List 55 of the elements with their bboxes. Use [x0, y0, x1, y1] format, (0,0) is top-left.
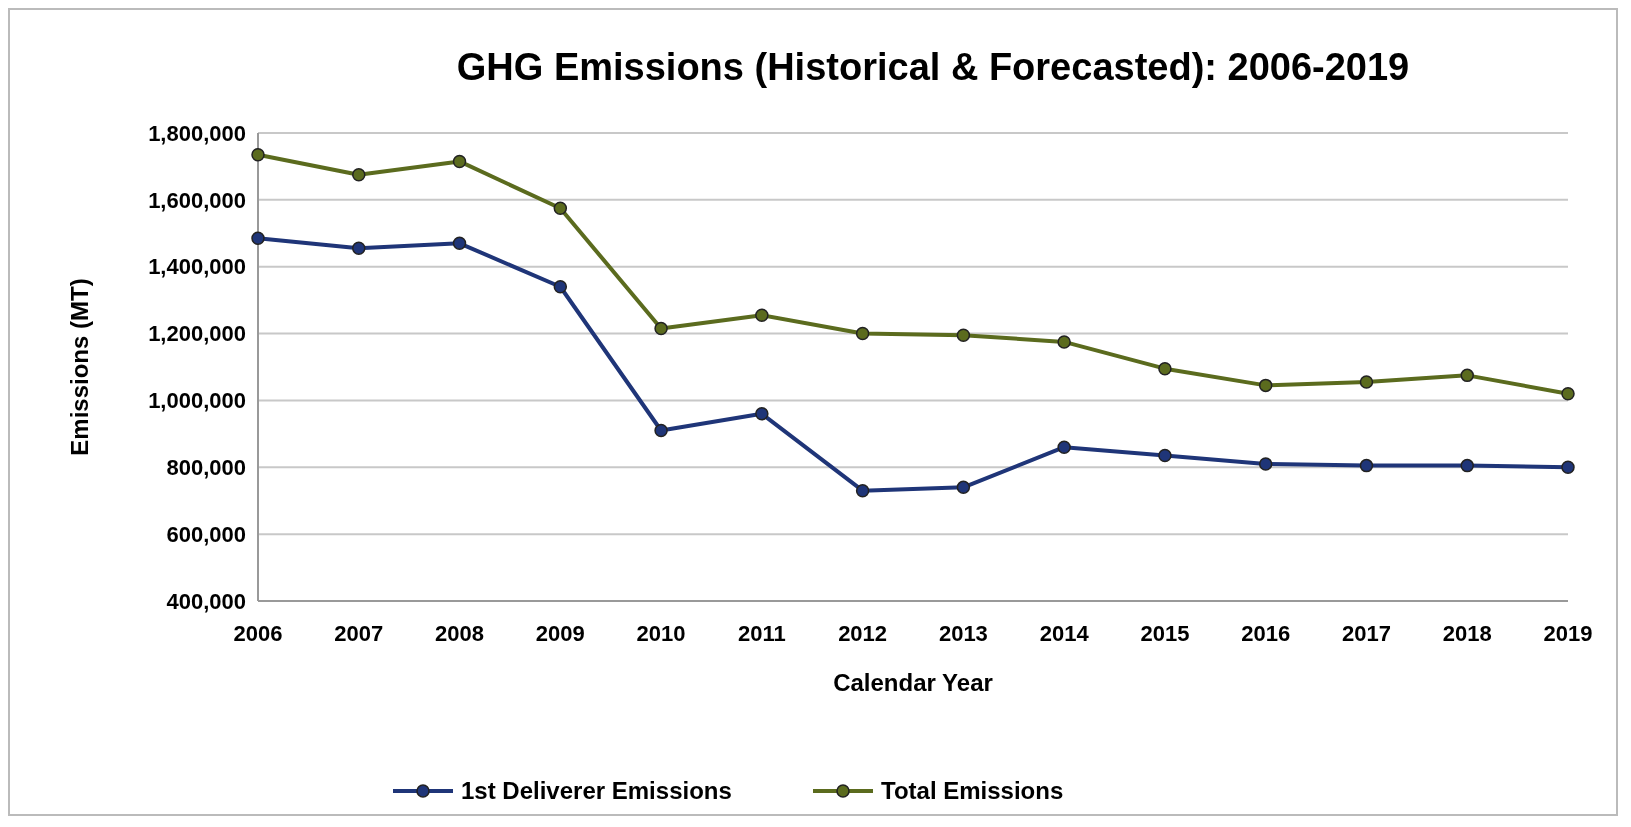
- point: [352, 241, 366, 256]
- point: [654, 423, 668, 438]
- y-tick-label: 1,000,000: [148, 388, 246, 414]
- point: [1258, 457, 1273, 471]
- x-tick-label: 2008: [435, 621, 485, 646]
- x-tick-label: 2013: [938, 621, 988, 646]
- x-tick-label: 2007: [334, 621, 384, 646]
- y-axis-title: Emissions (MT): [66, 278, 93, 456]
- point: [1258, 378, 1273, 393]
- y-tick-label: 1,800,000: [148, 120, 246, 146]
- point: [553, 201, 568, 215]
- point: [1057, 440, 1071, 454]
- legend-label: 1st Deliverer Emissions: [461, 777, 732, 805]
- point: [956, 480, 971, 495]
- point: [855, 326, 870, 341]
- point: [1057, 335, 1071, 349]
- y-tick-label: 1,200,000: [148, 321, 246, 347]
- x-tick-label: 2009: [535, 621, 585, 646]
- y-tick-label: 1,400,000: [148, 254, 246, 280]
- y-tick-label: 1,600,000: [148, 187, 246, 213]
- point: [352, 168, 366, 182]
- point: [251, 147, 265, 162]
- point: [251, 231, 265, 246]
- point: [1359, 375, 1374, 389]
- x-tick-label: 2011: [737, 621, 786, 646]
- y-tick-label: 400,000: [166, 588, 246, 614]
- point: [755, 407, 769, 421]
- x-tick-label: 2018: [1442, 621, 1492, 646]
- x-axis-title: Calendar Year: [833, 669, 993, 696]
- x-tick-label: 2010: [636, 621, 686, 646]
- point: [452, 154, 467, 169]
- x-tick-label: 2017: [1341, 621, 1391, 646]
- point: [1359, 458, 1374, 473]
- x-tick-label: 2012: [838, 621, 888, 646]
- legend-label: Total Emissions: [881, 777, 1064, 805]
- x-tick-label: 2006: [233, 621, 283, 646]
- point: [1561, 386, 1575, 401]
- point: [755, 308, 769, 322]
- chart-title: GHG Emissions (Historical & Forecasted): 2006-2019: [456, 46, 1410, 88]
- x-tick-label: 2019: [1543, 621, 1593, 646]
- point: [654, 321, 668, 336]
- point: [956, 328, 971, 342]
- x-tick-label: 2015: [1140, 621, 1190, 646]
- point: [553, 280, 568, 294]
- point: [855, 483, 870, 498]
- point: [1158, 361, 1172, 376]
- point: [452, 236, 467, 251]
- y-tick-label: 800,000: [166, 454, 246, 480]
- point: [1158, 448, 1172, 463]
- point: [1460, 458, 1474, 473]
- x-tick-label: 2014: [1039, 621, 1090, 646]
- point: [1460, 368, 1474, 383]
- x-tick-label: 2016: [1241, 621, 1291, 646]
- point: [1561, 460, 1575, 475]
- y-tick-label: 600,000: [166, 521, 246, 547]
